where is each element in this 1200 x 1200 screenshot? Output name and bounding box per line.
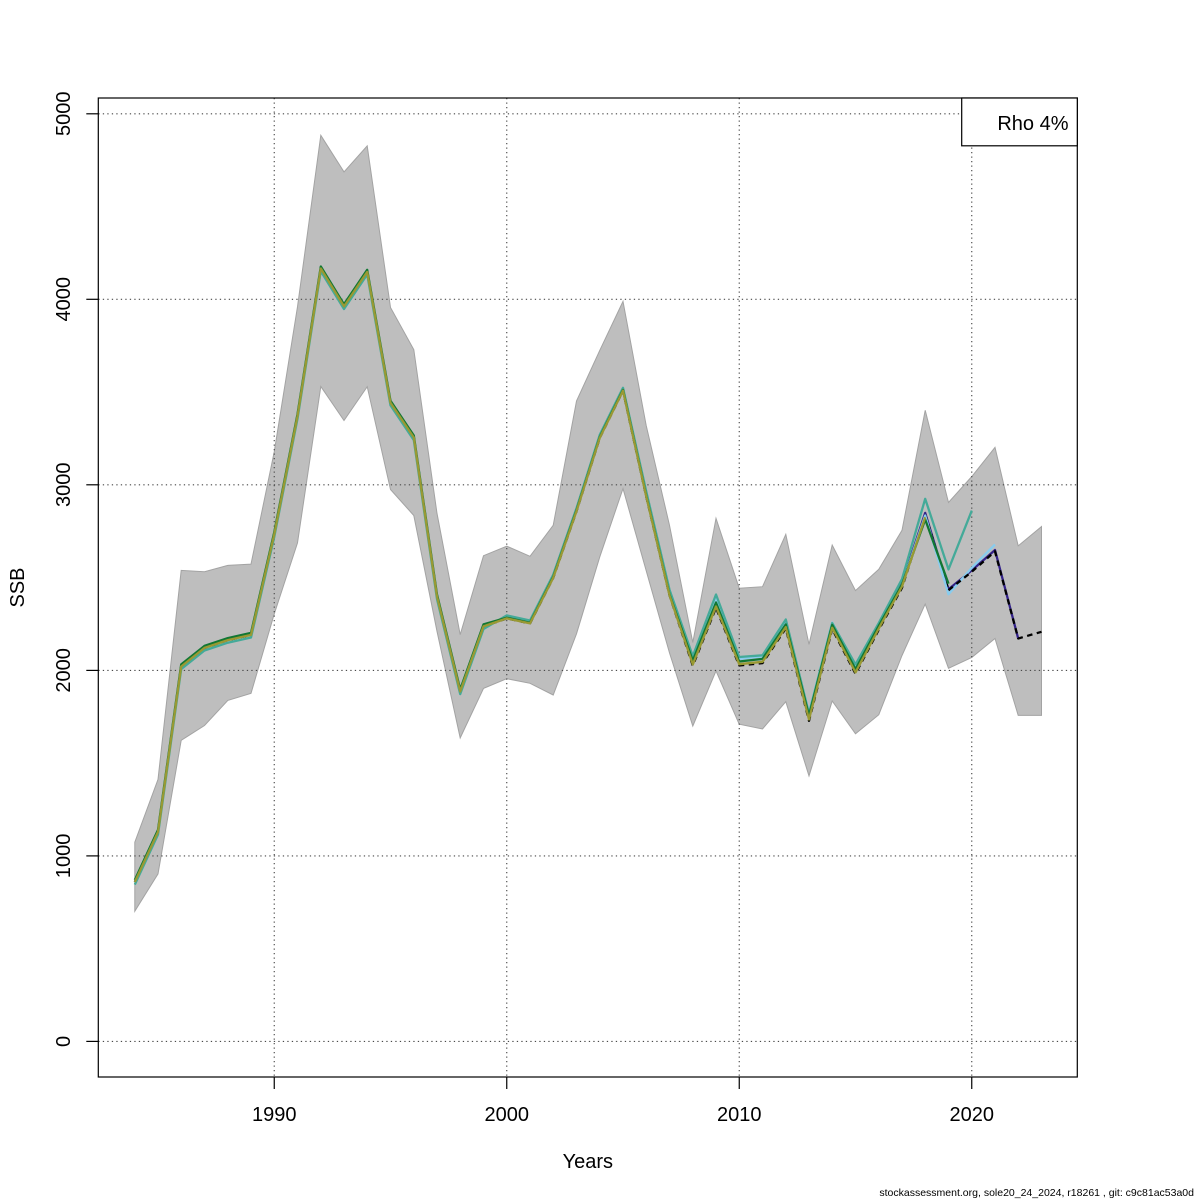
svg-text:2010: 2010 (717, 1104, 762, 1126)
svg-text:Years: Years (563, 1151, 613, 1173)
svg-text:1990: 1990 (252, 1104, 297, 1126)
svg-text:Rho 4%: Rho 4% (997, 113, 1068, 135)
svg-text:3000: 3000 (53, 463, 75, 508)
svg-text:SSB: SSB (7, 567, 29, 607)
svg-text:stockassessment.org, sole20_24: stockassessment.org, sole20_24_2024, r18… (879, 1187, 1194, 1199)
svg-text:2000: 2000 (53, 648, 75, 693)
svg-text:2020: 2020 (950, 1104, 995, 1126)
svg-text:1000: 1000 (53, 834, 75, 879)
svg-text:2000: 2000 (485, 1104, 530, 1126)
svg-text:4000: 4000 (53, 277, 75, 322)
svg-text:5000: 5000 (53, 92, 75, 137)
svg-text:0: 0 (53, 1036, 75, 1047)
